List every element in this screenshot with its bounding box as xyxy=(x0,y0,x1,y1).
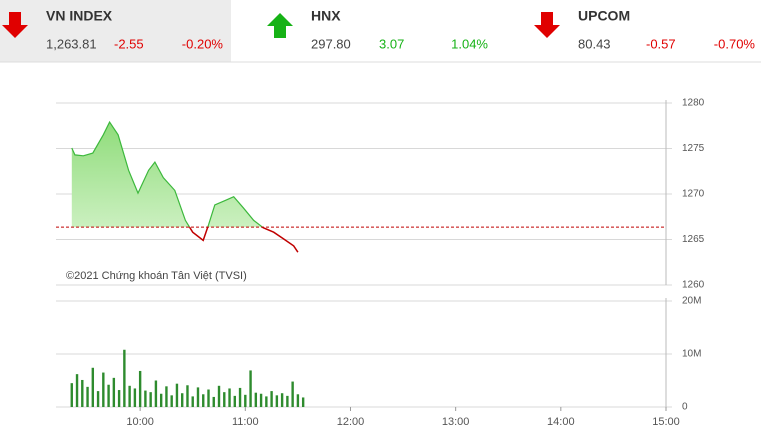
volume-bar xyxy=(265,396,268,407)
volume-bar xyxy=(102,372,105,407)
direction-arrow xyxy=(267,13,293,38)
volume-bar xyxy=(70,383,73,407)
direction-arrow xyxy=(2,12,28,38)
x-tick-label: 13:00 xyxy=(442,416,470,428)
index-change: -0.57 xyxy=(646,36,676,51)
index-change: -2.55 xyxy=(114,36,144,51)
price-area xyxy=(71,122,263,228)
volume-bar xyxy=(165,386,168,407)
index-percent: -0.20% xyxy=(182,36,224,51)
volume-bar xyxy=(86,386,89,407)
x-tick-label: 10:00 xyxy=(126,416,154,428)
tile-bg xyxy=(0,0,231,62)
y-tick-label: 10M xyxy=(682,349,701,360)
y-tick-label: 1265 xyxy=(682,234,705,245)
volume-bar xyxy=(128,385,131,407)
y-tick-label: 1275 xyxy=(682,143,705,154)
volume-bar xyxy=(181,393,184,407)
volume-bar xyxy=(207,389,210,407)
index-name: HNX xyxy=(311,8,341,24)
volume-bar xyxy=(175,383,179,407)
index-percent: 1.04% xyxy=(451,36,488,51)
volume-bar xyxy=(96,391,100,407)
y-tick-label: 1280 xyxy=(682,98,705,109)
volume-bar xyxy=(149,392,152,407)
volume-bar xyxy=(138,370,142,407)
index-name: VN INDEX xyxy=(46,8,113,24)
volume-bar xyxy=(228,388,231,407)
index-name: UPCOM xyxy=(578,8,630,24)
index-change: 3.07 xyxy=(379,36,404,51)
volume-bar xyxy=(223,392,226,407)
volume-bar xyxy=(170,395,173,407)
volume-bar xyxy=(233,395,236,407)
volume-bar xyxy=(123,349,126,407)
volume-bar xyxy=(81,379,84,407)
volume-bar xyxy=(117,390,121,407)
volume-bar xyxy=(196,387,200,407)
y-tick-label: 20M xyxy=(682,296,701,307)
x-tick-label: 14:00 xyxy=(547,416,575,428)
price-line-up xyxy=(71,120,264,228)
volume-bar xyxy=(244,394,247,407)
volume-bar xyxy=(259,393,263,407)
y-tick-label: 0 xyxy=(682,402,688,413)
volume-bar xyxy=(270,391,273,407)
volume-bar xyxy=(91,367,95,407)
volume-bar xyxy=(212,396,215,407)
x-tick-label: 11:00 xyxy=(232,416,259,428)
volume-bar xyxy=(238,387,242,407)
volume-bar xyxy=(186,385,189,407)
volume-bar xyxy=(107,384,110,407)
volume-bar xyxy=(154,380,158,407)
volume-bar xyxy=(133,388,137,407)
y-tick-label: 1260 xyxy=(682,280,705,291)
index-value: 1,263.81 xyxy=(46,36,97,51)
volume-bar xyxy=(275,395,279,407)
direction-arrow xyxy=(534,12,560,38)
volume-bar xyxy=(301,397,305,407)
volume-bar xyxy=(296,394,300,407)
volume-bar xyxy=(291,381,294,407)
volume-bar xyxy=(159,393,163,407)
volume-bar xyxy=(249,370,252,407)
watermark: ©2021 Chứng khoán Tân Việt (TVSI) xyxy=(66,270,247,282)
x-tick-label: 12:00 xyxy=(337,416,365,428)
index-value: 297.80 xyxy=(311,36,351,51)
y-tick-label: 1270 xyxy=(682,189,705,200)
volume-bar xyxy=(254,392,258,407)
volume-bar xyxy=(286,395,289,407)
index-value: 80.43 xyxy=(578,36,611,51)
volume-bar xyxy=(202,394,205,407)
index-percent: -0.70% xyxy=(714,36,756,51)
volume-bar xyxy=(112,377,116,407)
volume-bar xyxy=(280,393,284,407)
volume-bar xyxy=(217,385,221,407)
volume-bar xyxy=(144,390,147,407)
x-tick-label: 15:00 xyxy=(652,416,680,428)
volume-bar xyxy=(191,396,194,407)
volume-bar xyxy=(75,374,79,407)
